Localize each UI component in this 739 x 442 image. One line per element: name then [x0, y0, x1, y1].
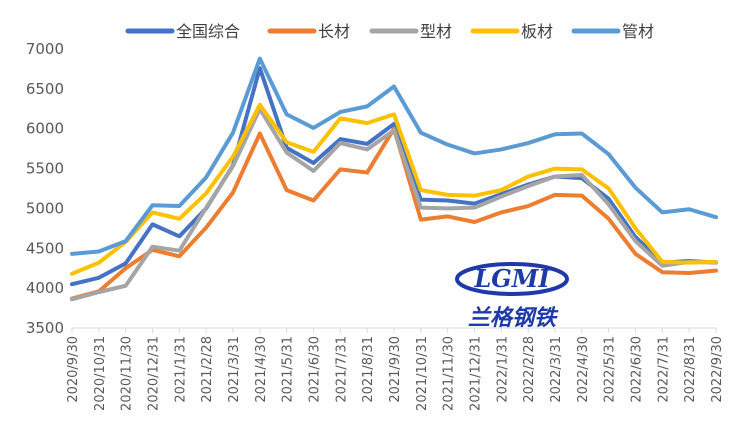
watermark-logo-ellipse	[455, 262, 569, 296]
series-line-1	[70, 66, 718, 287]
x-tick-label: 2021/7/31	[334, 336, 349, 403]
y-tick-label: 3500	[26, 319, 64, 337]
x-tick-label: 2020/10/31	[93, 336, 108, 411]
legend: 全国综合 长材 型材 板材 管材	[125, 22, 654, 41]
legend-label-4: 板材	[521, 22, 553, 41]
x-tick-label: 2022/8/31	[683, 336, 698, 403]
x-tick-label: 2021/8/31	[361, 336, 376, 403]
x-tick-label: 2021/12/31	[469, 336, 484, 411]
x-tick-label: 2022/4/30	[576, 336, 591, 403]
axes: 3500 4000 4500 5000 5500 6000 6500 7000 2020/9/3…	[26, 40, 725, 411]
series-line-3	[70, 106, 718, 302]
x-tick-label: 2021/2/28	[200, 336, 215, 403]
y-tick-label: 6500	[26, 80, 64, 98]
x-tick-label: 2021/3/31	[227, 336, 242, 403]
x-tick-label: 2022/5/31	[603, 336, 618, 403]
series-lines	[70, 56, 718, 302]
x-tick-label: 2022/1/31	[495, 336, 510, 403]
x-tick-label: 2020/9/30	[66, 336, 81, 403]
x-tick-label: 2020/11/30	[120, 336, 135, 411]
x-tick-label: 2022/7/31	[656, 336, 671, 403]
x-tick-label: 2022/2/28	[522, 336, 537, 403]
watermark-company-name: 兰格钢铁	[468, 305, 559, 331]
x-tick-label: 2021/5/31	[281, 336, 296, 403]
x-tick-label: 2021/4/30	[254, 336, 269, 403]
x-tick-label: 2022/6/30	[630, 336, 645, 403]
x-tick-label: 2022/9/30	[710, 336, 725, 403]
x-tick-label: 2021/11/30	[442, 336, 457, 411]
y-tick-label: 4000	[26, 279, 64, 297]
x-tick-label: 2021/6/30	[308, 336, 323, 403]
watermark-logo-text: LGMI	[473, 264, 550, 293]
y-tick-label: 4500	[26, 239, 64, 257]
legend-label-3: 型材	[420, 22, 452, 41]
watermark: LGMI 兰格钢铁	[455, 262, 569, 331]
series-line-5	[70, 56, 718, 256]
series-line-4	[70, 102, 718, 276]
legend-label-2: 长材	[318, 22, 350, 41]
y-tick-label: 5500	[26, 160, 64, 178]
legend-label-5: 管材	[622, 22, 654, 41]
x-tick-label: 2020/12/31	[147, 336, 162, 411]
x-tick-label: 2021/10/31	[415, 336, 430, 411]
y-tick-label: 7000	[26, 40, 64, 58]
y-tick-label: 5000	[26, 199, 64, 217]
y-tick-label: 6000	[26, 120, 64, 138]
x-tick-label: 2022/3/31	[549, 336, 564, 403]
legend-label-1: 全国综合	[176, 22, 240, 41]
x-tick-label: 2021/9/30	[388, 336, 403, 403]
x-tick-label: 2021/1/31	[173, 336, 188, 403]
